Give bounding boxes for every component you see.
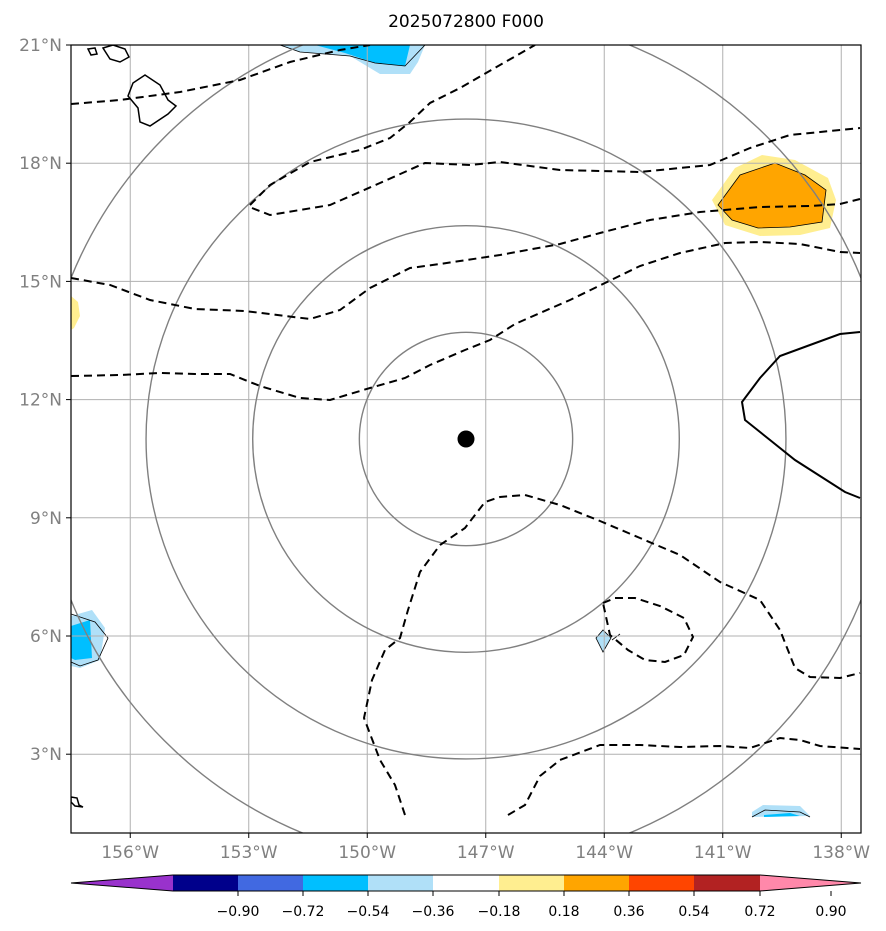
colorbar-segment-9 [694,875,760,891]
colorbar-segment-8 [629,875,694,891]
lon-tick-label-5: 141°W [694,843,752,863]
colorbar-tick-label-5: 0.18 [548,904,579,920]
latitude-tick-labels: 21°N 18°N 15°N 12°N 9°N 6°N 3°N [19,36,71,765]
outline-top [279,45,426,67]
colorbar-tick-label-6: 0.36 [613,904,644,920]
colorbar-segment-5 [433,875,499,891]
lon-tick-label-6: 138°W [812,843,870,863]
colorbar-segment-0 [71,875,173,891]
colorbar-segment-6 [499,875,564,891]
range-ring-3 [145,118,787,760]
range-ring-2 [251,224,681,654]
island-small-2 [71,796,84,808]
dashed-contour-6 [362,493,861,816]
outline-southwest [71,613,109,667]
lon-tick-label-3: 147°W [457,843,515,863]
lat-tick-label-0: 21°N [19,36,62,56]
shade-positive-orange-northeast [718,163,826,228]
lon-tick-label-1: 153°W [220,843,278,863]
lat-tick-label-6: 3°N [30,745,62,765]
colorbar-tick-label-8: 0.72 [744,904,775,920]
colorbar-segment-4 [368,875,433,891]
dashed-contour-8 [601,597,695,664]
dashed-contour-5 [71,240,861,402]
lat-tick-label-5: 6°N [30,627,62,647]
dashed-contours [71,45,861,816]
longitude-tick-labels: 156°W 153°W 150°W 147°W 144°W 141°W 138°W [101,833,870,863]
colorbar-segment-10 [760,875,861,891]
shade-negative-medium-southeast [764,813,800,817]
island-big [127,74,178,127]
colorbar-tick-label-9: 0.90 [815,904,846,920]
colorbar-outline [70,874,862,892]
shading-layer [71,45,836,817]
dashed-contour-3 [251,127,861,217]
dashed-contour-7 [507,736,861,816]
lat-tick-label-4: 9°N [30,509,62,529]
colorbar-tick-label-1: −0.72 [282,904,325,920]
outline-southeast [751,809,811,818]
shade-negative-medium-southwest [71,620,92,660]
colorbar-segment-1 [173,875,238,891]
colorbar-segment-2 [238,875,303,891]
coastlines [71,45,178,808]
storm-center-marker [457,430,475,448]
colorbar-tick-label-0: −0.90 [217,904,260,920]
lat-tick-label-1: 18°N [19,154,62,174]
solid-contours [740,331,861,499]
solid-contour-1 [740,331,861,499]
map-frame [70,44,862,834]
colorbar-segment-3 [303,875,368,891]
lon-tick-label-0: 156°W [101,843,159,863]
lon-tick-label-2: 150°W [338,843,396,863]
colorbar-tick-label-2: −0.54 [347,904,390,920]
lon-tick-label-4: 144°W [575,843,633,863]
colorbar-tick-label-3: −0.36 [412,904,455,920]
range-ring-1 [358,331,574,547]
colorbar-tick-label-4: −0.18 [478,904,521,920]
lat-tick-label-3: 12°N [19,391,62,411]
shade-positive-light-west-edge [71,296,80,330]
colorbar-tick-label-7: 0.54 [678,904,709,920]
dashed-contour-2 [249,45,536,206]
outline-small-center [595,629,621,653]
range-rings [71,45,861,833]
map-title: 2025072800 F000 [388,12,544,32]
island-maui [101,45,130,63]
colorbar-segment-7 [564,875,629,891]
lat-tick-label-2: 15°N [19,272,62,292]
colorbar: −0.90 −0.72 −0.54 −0.36 −0.18 0.18 0.36 0.54 0.7… [70,874,862,920]
dashed-contour-1 [71,45,371,105]
island-small-1 [86,47,98,56]
